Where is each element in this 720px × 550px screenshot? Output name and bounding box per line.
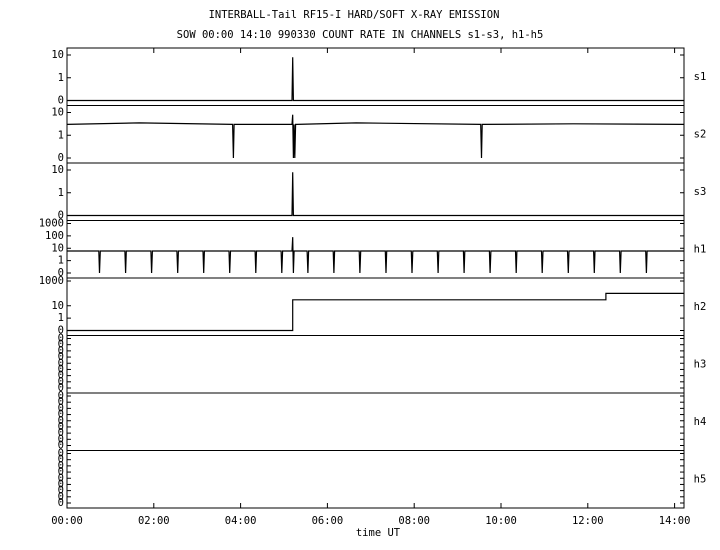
y-tick-label: 0 — [58, 478, 64, 490]
y-tick-label: 0 — [58, 382, 64, 394]
y-tick-label: 0 — [58, 370, 64, 382]
data-line — [66, 114, 685, 159]
y-tick-label: 0 — [58, 440, 64, 452]
y-tick-label: 0 — [58, 497, 64, 509]
y-tick-label: 0 — [58, 152, 64, 164]
y-tick-label: 0 — [58, 95, 64, 107]
y-tick-label: 0 — [58, 466, 64, 478]
y-tick-label: 1 — [58, 129, 64, 141]
y-tick-label: 0 — [58, 363, 64, 375]
data-line — [67, 57, 684, 102]
y-tick-label: 1 — [58, 312, 64, 324]
panel-label: s1 — [694, 71, 707, 83]
y-tick-label: 10 — [51, 300, 64, 312]
data-line — [67, 172, 684, 217]
y-tick-label: 0 — [58, 460, 64, 472]
data-line — [67, 237, 684, 274]
y-tick-label: 0 — [58, 376, 64, 388]
x-tick-label: 04:00 — [225, 515, 257, 527]
x-tick-label: 08:00 — [398, 515, 430, 527]
y-tick-label: 0 — [58, 421, 64, 433]
data-line — [67, 292, 684, 332]
y-tick-label: 1000 — [39, 218, 64, 230]
y-tick-label: 100 — [45, 230, 64, 242]
y-tick-label: 0 — [58, 485, 64, 497]
y-tick-label: 10 — [51, 242, 64, 254]
panel-label: h1 — [694, 243, 707, 255]
y-tick-label: 0 — [58, 472, 64, 484]
panel-label: h3 — [694, 358, 707, 370]
y-tick-label: 0 — [58, 210, 64, 222]
y-tick-label: 10 — [51, 164, 64, 176]
y-tick-label: 0 — [58, 402, 64, 414]
y-tick-label: 10 — [51, 107, 64, 119]
y-tick-label: 0 — [58, 345, 64, 357]
chart-subtitle: SOW 00:00 14:10 990330 COUNT RATE IN CHA… — [177, 29, 544, 41]
panel-label: h5 — [694, 473, 707, 485]
y-tick-label: 0 — [58, 409, 64, 421]
y-tick-label: 0 — [58, 396, 64, 408]
y-tick-label: 1000 — [39, 275, 64, 287]
x-axis-label: time UT — [356, 527, 401, 539]
y-tick-label: 0 — [58, 357, 64, 369]
y-tick-label: 0 — [58, 427, 64, 439]
x-tick-label: 06:00 — [312, 515, 344, 527]
x-tick-label: 12:00 — [572, 515, 604, 527]
y-tick-label: 0 — [58, 433, 64, 445]
y-tick-label: 0 — [58, 339, 64, 351]
x-tick-label: 10:00 — [485, 515, 517, 527]
y-tick-label: 1 — [58, 255, 64, 267]
y-tick-label: 0 — [58, 325, 64, 337]
y-tick-label: 0 — [58, 333, 64, 345]
y-tick-label: 1 — [58, 187, 64, 199]
panel-label: s2 — [694, 128, 707, 140]
y-tick-label: 0 — [58, 351, 64, 363]
x-tick-label: 00:00 — [51, 515, 83, 527]
y-tick-label: 0 — [58, 390, 64, 402]
y-tick-label: 0 — [58, 491, 64, 503]
y-tick-label: 0 — [58, 415, 64, 427]
panel-label: s3 — [694, 186, 707, 198]
x-tick-label: 02:00 — [138, 515, 170, 527]
chart-title: INTERBALL-Tail RF15-I HARD/SOFT X-RAY EM… — [209, 9, 500, 21]
panel-label: h2 — [694, 301, 707, 313]
y-tick-label: 10 — [51, 49, 64, 61]
panel-label: h4 — [694, 416, 707, 428]
y-tick-label: 1 — [58, 72, 64, 84]
y-tick-label: 0 — [58, 448, 64, 460]
y-tick-label: 0 — [58, 267, 64, 279]
x-tick-label: 14:00 — [659, 515, 691, 527]
y-tick-label: 0 — [58, 454, 64, 466]
